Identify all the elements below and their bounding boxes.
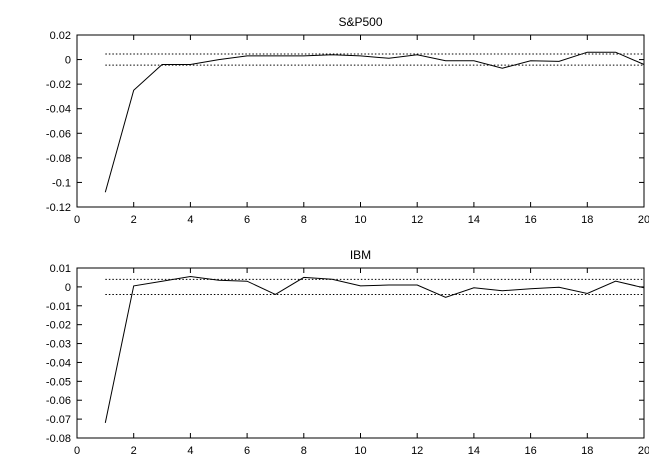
sp500-y-tick-label: -0.08 (46, 153, 71, 165)
ibm-y-tick-label: 0.01 (50, 263, 71, 275)
ibm-y-tick-label: 0 (65, 282, 71, 294)
sp500-y-tick-label: -0.02 (46, 79, 71, 91)
ibm-y-tick-label: -0.01 (46, 301, 71, 313)
sp500-y-tick-label: -0.04 (46, 104, 71, 116)
ibm-y-tick-label: -0.06 (46, 395, 71, 407)
sp500-x-tick-label: 4 (187, 214, 193, 226)
sp500-x-tick-label: 2 (131, 214, 137, 226)
sp500-chart-title: S&P500 (338, 15, 382, 29)
ibm-x-tick-label: 8 (301, 445, 307, 457)
ibm-plot-frame (76, 267, 645, 439)
ibm-panel: IBM 0.01 0 -0.01 -0.02 -0.03 -0.04 -0.05 -0.06 -0… (46, 248, 649, 457)
sp500-x-tick-label: 10 (354, 214, 366, 226)
sp500-series-line (104, 51, 645, 193)
ibm-x-tick-label: 10 (354, 445, 366, 457)
ibm-y-tick-label: -0.03 (46, 339, 71, 351)
ibm-y-tick-label: -0.02 (46, 320, 71, 332)
sp500-y-tick-label: 0.02 (50, 30, 71, 42)
ibm-x-tick-label: 6 (244, 445, 250, 457)
sp500-x-tick-label: 18 (581, 214, 593, 226)
sp500-x-tick-label: 0 (74, 214, 80, 226)
sp500-x-tick-label: 6 (244, 214, 250, 226)
sp500-x-tick-label: 14 (468, 214, 480, 226)
sp500-x-tick-label: 16 (524, 214, 536, 226)
ibm-x-tick-label: 4 (187, 445, 193, 457)
sp500-x-tick-label: 20 (638, 214, 649, 226)
ibm-y-tick-label: -0.04 (46, 357, 71, 369)
ibm-x-tick-label: 20 (638, 445, 649, 457)
ibm-x-tick-label: 14 (468, 445, 480, 457)
ibm-y-tick-label: -0.05 (46, 376, 71, 388)
sp500-x-tick-label: 8 (301, 214, 307, 226)
sp500-plot-frame (76, 34, 645, 208)
ibm-chart-title: IBM (350, 248, 371, 262)
sp500-x-tick-label: 12 (411, 214, 423, 226)
ibm-y-tick-label: -0.08 (46, 433, 71, 445)
sp500-y-tick-label: -0.06 (46, 128, 71, 140)
ibm-series-line (104, 275, 645, 424)
sp500-y-tick-label: -0.12 (46, 202, 71, 214)
ibm-x-tick-label: 16 (524, 445, 536, 457)
sp500-y-tick-label: 0 (65, 55, 71, 67)
ibm-y-tick-label: -0.07 (46, 414, 71, 426)
ibm-x-tick-label: 2 (131, 445, 137, 457)
ibm-x-tick-label: 0 (74, 445, 80, 457)
ibm-x-tick-label: 12 (411, 445, 423, 457)
sp500-panel: S&P500 0.02 0 -0.02 -0.04 -0.06 -0.08 -0.1 -0.12… (46, 15, 649, 226)
ibm-x-tick-label: 18 (581, 445, 593, 457)
sp500-y-tick-label: -0.1 (52, 177, 71, 189)
